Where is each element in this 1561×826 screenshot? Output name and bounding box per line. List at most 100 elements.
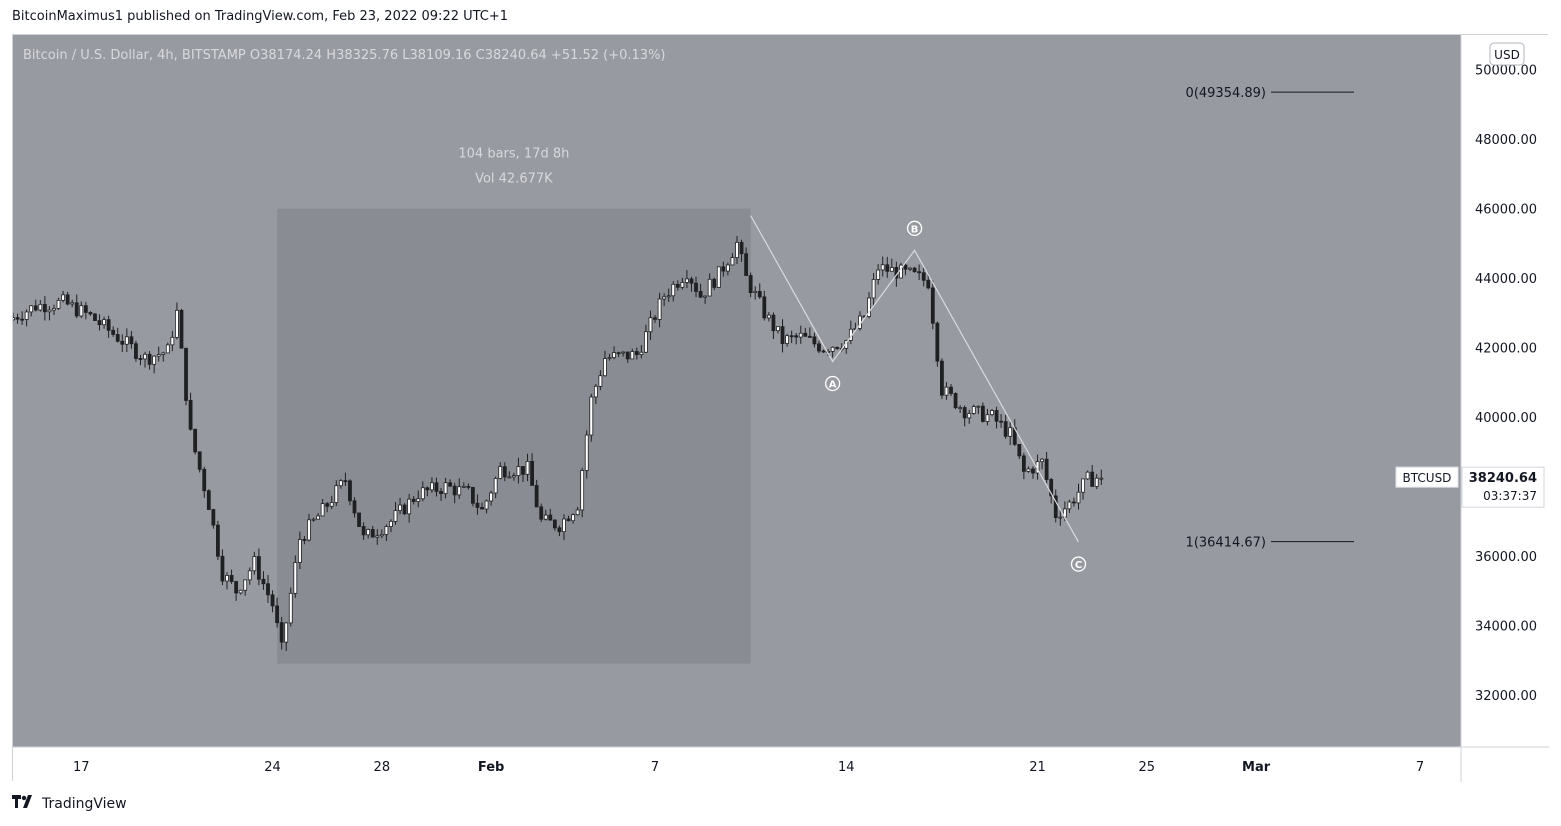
candle: [1058, 510, 1063, 526]
candle: [612, 346, 616, 360]
candle: [589, 393, 594, 442]
time-axis-panel: [13, 747, 1461, 782]
candle-body-down: [93, 313, 97, 321]
candle: [958, 405, 963, 413]
candle: [56, 297, 61, 310]
wave-label-circle: [906, 220, 923, 236]
candle: [307, 513, 311, 542]
currency-button[interactable]: USD: [1489, 42, 1525, 66]
candle: [284, 622, 289, 651]
candle: [507, 471, 512, 479]
candle-body-down: [470, 486, 475, 504]
candle-body-up: [598, 375, 603, 387]
fib-level-label: 0(49354.89): [1186, 86, 1266, 101]
candle-body-down: [557, 527, 562, 533]
y-tick-label: 44000.00: [1475, 272, 1537, 287]
wave-label-text: C: [1075, 560, 1082, 571]
candle-body-up: [393, 510, 398, 522]
candle-body-down: [653, 317, 657, 320]
wave-label-a: A: [824, 375, 841, 392]
candle-body-up: [284, 622, 289, 643]
symbol-tag-frame: [1395, 466, 1459, 488]
candle-body-up: [867, 297, 871, 317]
candle-body-down: [370, 529, 375, 538]
candle: [288, 587, 293, 627]
candle-body-down: [439, 490, 443, 494]
candle: [1026, 466, 1031, 473]
candle: [329, 495, 334, 510]
y-tick-label: 36000.00: [1475, 550, 1537, 565]
candle-body-down: [411, 498, 416, 502]
candle-body-down: [534, 485, 539, 508]
candle-body-up: [13, 317, 15, 321]
candle: [1081, 478, 1085, 500]
range-label-bars: 104 bars, 17d 8h: [458, 147, 569, 162]
candle-body-up: [293, 562, 298, 594]
candle: [484, 499, 489, 514]
candle-body-up: [461, 485, 466, 488]
candle: [384, 524, 389, 542]
candle-body-up: [366, 529, 371, 536]
candle-body-down: [425, 487, 430, 491]
candle: [111, 326, 116, 337]
candle: [548, 508, 553, 521]
candle: [124, 328, 129, 352]
candle: [475, 494, 480, 515]
candle: [766, 312, 771, 322]
candle-body-up: [457, 486, 462, 496]
candle: [785, 333, 789, 347]
candle: [389, 519, 393, 533]
candle-body-up: [967, 413, 972, 419]
candle-body-up: [329, 502, 334, 507]
candle: [903, 262, 908, 276]
candle: [771, 312, 776, 339]
candle: [648, 310, 653, 341]
candle: [93, 313, 97, 322]
candle-body-down: [757, 291, 762, 298]
candle: [143, 351, 147, 368]
candle-body-down: [134, 343, 138, 359]
candle-body-down: [1090, 471, 1095, 487]
candle-body-up: [38, 303, 43, 311]
candle-body-up: [990, 410, 994, 416]
chart-frame[interactable]: 104 bars, 17d 8h Vol 42.677K A B C 0(49354.89…: [12, 34, 1549, 782]
candle-body-up: [307, 519, 311, 541]
candle-body-down: [361, 526, 366, 536]
candle-body-down: [930, 287, 935, 324]
candle-body-up: [584, 434, 589, 471]
candle-body-down: [129, 336, 134, 345]
candle-body-up: [666, 295, 671, 298]
candle: [375, 529, 380, 545]
candle: [302, 536, 307, 545]
candle-body-down: [202, 468, 207, 492]
candle: [357, 512, 361, 528]
candle-body-up: [288, 592, 293, 624]
candle-body-up: [56, 299, 61, 309]
candle: [470, 486, 475, 507]
candle: [789, 330, 794, 344]
candle: [616, 351, 621, 358]
candle-body-up: [976, 405, 981, 408]
chart-canvas[interactable]: 104 bars, 17d 8h Vol 42.677K A B C 0(49354.89…: [13, 35, 1549, 782]
candle-body-up: [671, 283, 676, 297]
candle-body-down: [229, 574, 234, 582]
candle-body-up: [338, 480, 343, 487]
candle: [1094, 473, 1099, 490]
candle: [990, 408, 994, 417]
candle-body-up: [161, 352, 166, 355]
candle-body-down: [120, 340, 125, 345]
range-label-volume: Vol 42.677K: [475, 172, 553, 187]
candle-body-up: [971, 406, 976, 414]
candle-body-down: [926, 279, 931, 289]
candle: [712, 277, 717, 291]
candle-body-up: [384, 526, 389, 535]
candle: [949, 383, 953, 397]
candle-body-down: [279, 622, 284, 643]
wave-label-b: B: [906, 220, 923, 236]
candle: [443, 477, 448, 499]
y-tick-label: 46000.00: [1475, 203, 1537, 218]
candle-body-down: [448, 482, 453, 487]
candle: [680, 277, 685, 290]
candle: [184, 347, 188, 406]
candle-body-down: [794, 335, 799, 338]
